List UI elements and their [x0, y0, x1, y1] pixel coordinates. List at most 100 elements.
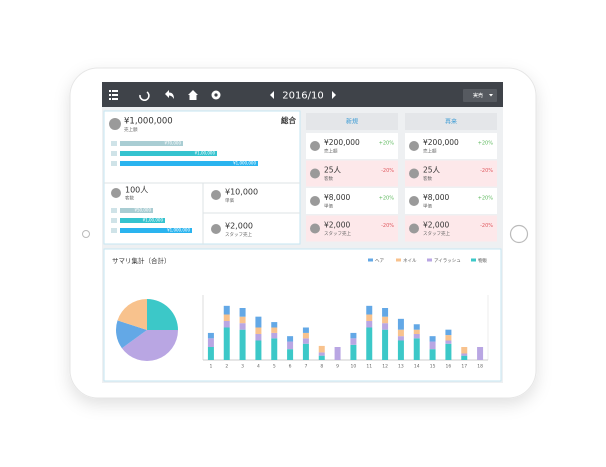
amount: ¥1,000,000	[124, 117, 173, 127]
kpi-value: ¥200,000	[423, 138, 459, 147]
bar-segment	[302, 343, 309, 360]
bar-segment	[255, 316, 262, 328]
kpi-change: -20%	[381, 223, 394, 229]
kpi-value: 25人	[324, 166, 342, 175]
kpi-label: 売上額	[423, 148, 437, 155]
kpi-label: 単価	[324, 203, 333, 210]
bar-segment	[302, 332, 309, 339]
bar-segment	[207, 338, 214, 347]
legend-label: ネイル	[403, 258, 417, 264]
bar-segment	[271, 327, 278, 333]
kpi-value: ¥200,000	[324, 138, 360, 147]
bar	[120, 161, 258, 166]
bar-segment	[239, 316, 246, 324]
legend-swatch	[427, 258, 432, 262]
bar-segment	[429, 341, 436, 350]
bar-segment	[461, 347, 468, 354]
pie-slice	[115, 320, 147, 349]
icon	[211, 190, 221, 200]
x-tick-label: 7	[304, 364, 307, 370]
customers: 100人	[125, 186, 148, 195]
bar-segment	[477, 347, 484, 360]
home-icon[interactable]	[188, 90, 198, 100]
bar-key	[111, 208, 117, 213]
column-title: 再来	[445, 119, 457, 126]
bar-segment	[366, 314, 373, 321]
icon	[109, 118, 121, 130]
kpi-label: 売上額	[324, 148, 338, 155]
amount-label: 売上額	[124, 126, 138, 133]
refresh-icon[interactable]	[139, 91, 150, 101]
icon	[409, 223, 419, 234]
kpi-label: スタッフ売上	[324, 230, 351, 237]
bar-segment	[397, 340, 404, 360]
column-header	[405, 113, 497, 130]
x-tick-label: 10	[351, 364, 357, 370]
kpi-value: ¥2,000	[423, 221, 449, 230]
kpi-label: 客数	[324, 175, 333, 182]
bar-key	[111, 161, 117, 166]
kpi-change: +20%	[379, 196, 395, 202]
next-month[interactable]	[332, 91, 336, 99]
icon	[310, 223, 320, 234]
bar-key	[111, 218, 117, 223]
kpi-row	[306, 188, 398, 214]
x-tick-label: 14	[414, 364, 420, 370]
kpi-label: 単価	[423, 203, 432, 210]
pie-slice	[117, 299, 147, 330]
bar-segment	[239, 308, 246, 317]
bar-segment	[223, 314, 230, 321]
bar-segment	[429, 349, 436, 360]
bar-key	[111, 151, 117, 156]
kpi-change: -20%	[480, 168, 493, 174]
bar-segment	[223, 321, 230, 328]
kpi-value: 25人	[423, 166, 441, 175]
menu-icon[interactable]	[109, 90, 118, 100]
bar-segment	[397, 336, 404, 341]
month: 2016/10	[282, 91, 324, 102]
x-tick-label: 17	[461, 364, 467, 370]
x-tick-label: 2	[225, 364, 228, 370]
bar-segment	[207, 347, 214, 360]
bar-segment	[445, 343, 452, 360]
bar-segment	[318, 352, 325, 356]
summary-title: サマリ集計（合計）	[112, 256, 171, 265]
settings-icon[interactable]	[211, 90, 221, 100]
bar-segment	[239, 329, 246, 360]
prev-month[interactable]	[270, 91, 274, 99]
legend-label: アイラッシュ	[434, 258, 461, 264]
bar	[120, 228, 192, 233]
bar-segment	[413, 324, 420, 330]
bar-segment	[445, 335, 452, 341]
kpi-row	[405, 160, 497, 187]
bar-segment	[223, 327, 230, 360]
bar-segment	[271, 322, 278, 328]
pie-slice	[121, 330, 178, 361]
bar-segment	[302, 338, 309, 344]
home-button[interactable]	[509, 224, 529, 244]
kpi-label: スタッフ売上	[423, 230, 450, 237]
kpi-value: ¥8,000	[324, 193, 350, 202]
x-tick-label: 12	[382, 364, 388, 370]
kpi-value: ¥8,000	[423, 193, 449, 202]
bar	[120, 151, 217, 156]
x-tick-label: 16	[446, 364, 452, 370]
x-tick-label: 9	[336, 364, 339, 370]
bar-segment	[271, 332, 278, 339]
bar-segment	[350, 332, 357, 339]
bar-label: ¥1,00,000	[143, 218, 164, 223]
kpi-value: ¥2,000	[324, 221, 350, 230]
mode-dropdown[interactable]	[463, 89, 497, 102]
badge: 総合	[281, 115, 296, 125]
icon	[310, 196, 320, 206]
x-tick-label: 11	[366, 364, 372, 370]
kpi-label: 客数	[423, 175, 432, 182]
staff-sales: ¥2,000	[225, 222, 253, 231]
bar-key	[111, 228, 117, 233]
back-icon[interactable]	[165, 90, 174, 99]
legend-label: 物販	[478, 257, 487, 264]
bar-segment	[318, 355, 325, 360]
bar-segment	[382, 308, 389, 317]
pie-slice	[147, 299, 178, 330]
bar-segment	[271, 338, 278, 360]
